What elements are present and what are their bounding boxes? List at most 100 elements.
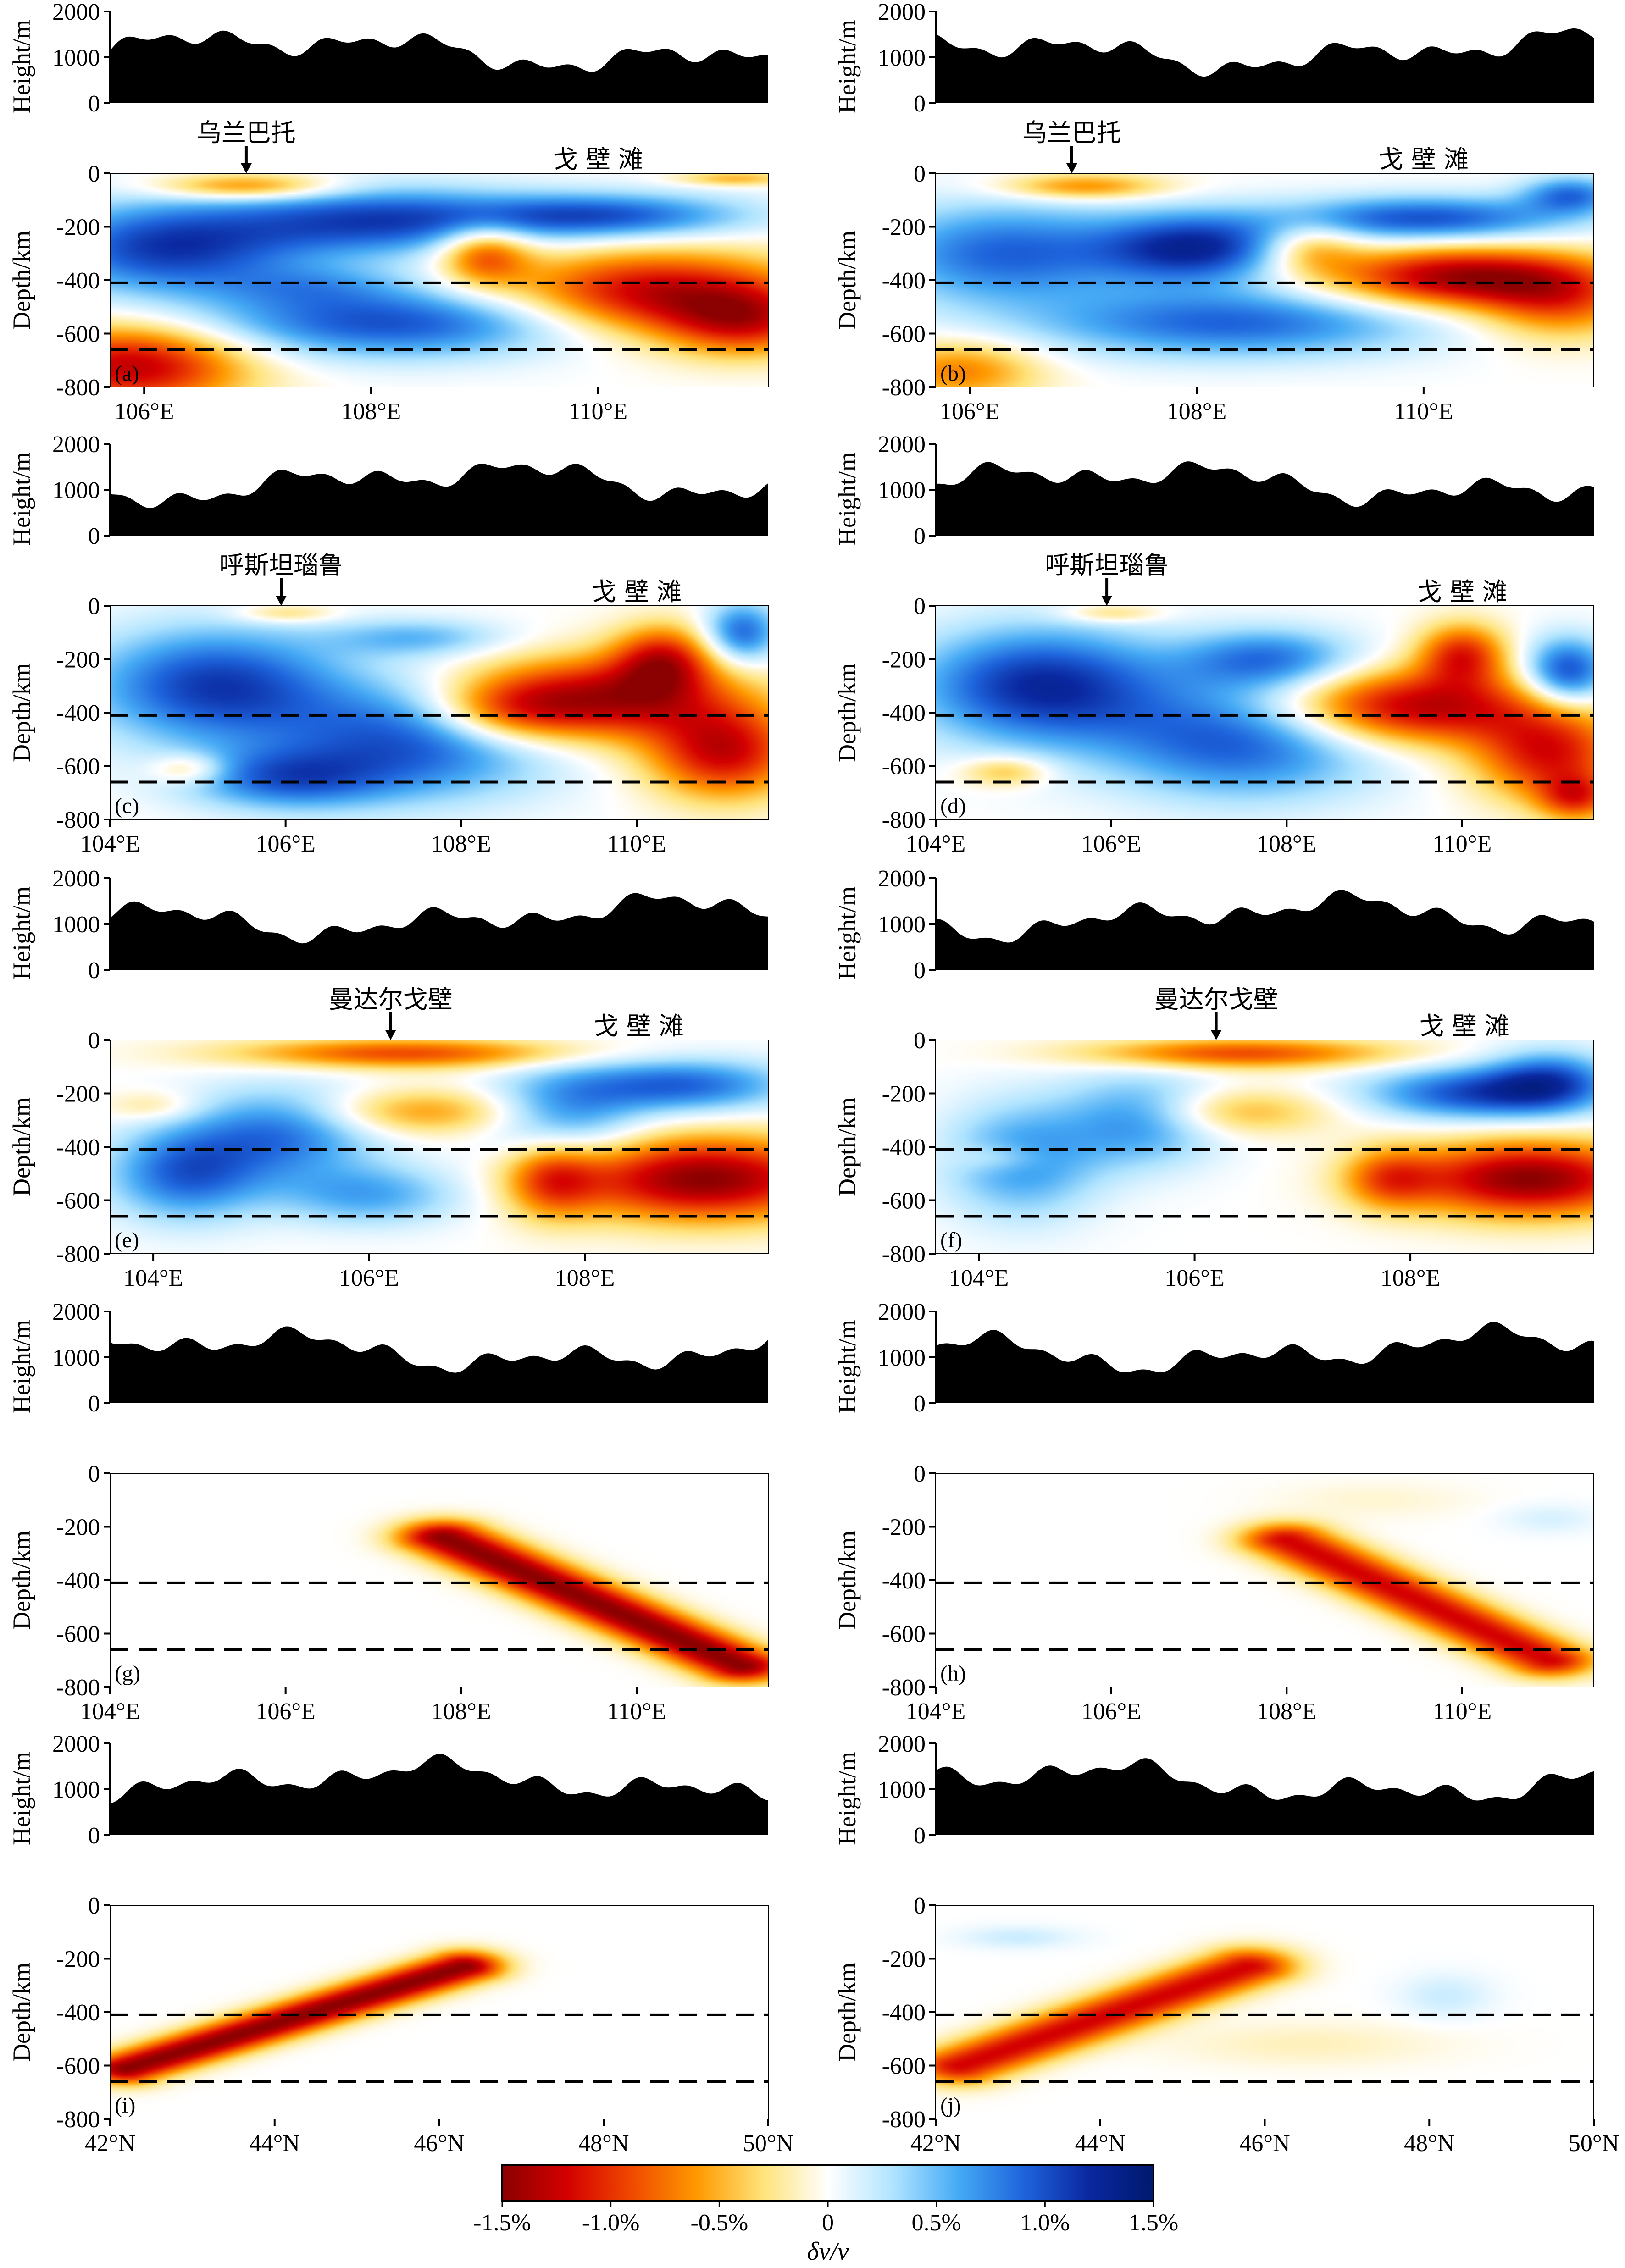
height-tick-label: 2000 bbox=[878, 0, 926, 25]
colorbar-tick-label: 1.5% bbox=[1129, 2210, 1178, 2236]
height-axis-label: Height/m bbox=[8, 20, 35, 113]
colorbar-label: δv/v bbox=[807, 2237, 849, 2266]
depth-tick-label: -800 bbox=[56, 1241, 100, 1267]
height-tick-label: 0 bbox=[88, 1823, 100, 1849]
depth-tick-label: -400 bbox=[882, 268, 926, 294]
panel-label: (b) bbox=[940, 361, 966, 386]
region-label: 戈 壁 滩 bbox=[594, 1012, 684, 1040]
x-tick-label: 44°N bbox=[250, 2130, 300, 2157]
depth-tick-label: -800 bbox=[56, 2107, 100, 2133]
panel-d: 2000 1000 0 Height/m 0 -200 -400 -600 -800 Depth/… bbox=[833, 431, 1594, 857]
height-tick-label: 1000 bbox=[52, 477, 100, 503]
x-tick-label: 108°E bbox=[1257, 831, 1317, 857]
height-axis-label: Height/m bbox=[833, 1752, 861, 1845]
depth-axis-label: Depth/km bbox=[8, 1097, 35, 1196]
velocity-heatmap bbox=[936, 606, 1594, 819]
panel-c: 2000 1000 0 Height/m 0 -200 -400 -600 -800 Depth/… bbox=[8, 431, 769, 857]
panel-label: (j) bbox=[940, 2093, 961, 2118]
height-axis-label: Height/m bbox=[833, 886, 861, 980]
height-axis-label: Height/m bbox=[8, 1320, 35, 1413]
panel-f: 2000 1000 0 Height/m 0 -200 -400 -600 -800 Depth/… bbox=[833, 866, 1594, 1291]
depth-tick-label: 0 bbox=[88, 1893, 100, 1919]
depth-tick-label: -400 bbox=[56, 700, 100, 726]
height-tick-label: 2000 bbox=[878, 1731, 926, 1757]
panel-label: (e) bbox=[115, 1228, 139, 1252]
depth-tick-label: -200 bbox=[882, 647, 926, 673]
x-tick-label: 46°N bbox=[1239, 2130, 1290, 2157]
elevation-profile bbox=[110, 893, 768, 970]
depth-tick-label: -200 bbox=[882, 1947, 926, 1973]
depth-axis-label: Depth/km bbox=[833, 1963, 861, 2062]
height-tick-label: 2000 bbox=[52, 0, 100, 25]
height-tick-label: 0 bbox=[914, 957, 926, 984]
depth-tick-label: 0 bbox=[88, 593, 100, 620]
depth-tick-label: -600 bbox=[882, 321, 926, 348]
height-tick-label: 1000 bbox=[878, 45, 926, 71]
x-tick-label: 44°N bbox=[1075, 2130, 1126, 2157]
depth-tick-label: -800 bbox=[56, 807, 100, 833]
depth-tick-label: 0 bbox=[914, 161, 926, 187]
depth-tick-label: -800 bbox=[882, 2107, 926, 2133]
depth-tick-label: -800 bbox=[882, 375, 926, 401]
depth-tick-label: -600 bbox=[56, 1188, 100, 1214]
depth-tick-label: -400 bbox=[56, 1134, 100, 1161]
depth-tick-label: -400 bbox=[882, 1134, 926, 1161]
place-label: 呼斯坦瑙鲁 bbox=[219, 551, 343, 580]
panel-label: (f) bbox=[940, 1228, 962, 1252]
depth-tick-label: -600 bbox=[882, 2053, 926, 2080]
velocity-heatmap bbox=[110, 1905, 768, 2119]
depth-axis-label: Depth/km bbox=[8, 1963, 35, 2062]
panel-h: 2000 1000 0 Height/m 0 -200 -400 -600 -800 Depth/… bbox=[833, 1299, 1594, 1725]
elevation-profile bbox=[110, 1754, 768, 1835]
x-tick-label: 110°E bbox=[1433, 1698, 1492, 1725]
panel-j: 2000 1000 0 Height/m 0 -200 -400 -600 -800 Depth/… bbox=[833, 1731, 1619, 2157]
depth-tick-label: -600 bbox=[882, 1621, 926, 1648]
velocity-heatmap bbox=[110, 606, 768, 819]
colorbar-tick-label: -1.0% bbox=[582, 2210, 640, 2236]
height-tick-label: 1000 bbox=[52, 912, 100, 938]
height-tick-label: 0 bbox=[914, 1823, 926, 1849]
depth-tick-label: -200 bbox=[56, 647, 100, 673]
panel-g: 2000 1000 0 Height/m 0 -200 -400 -600 -800 Depth/… bbox=[8, 1299, 769, 1725]
x-tick-label: 42°N bbox=[910, 2130, 961, 2157]
elevation-profile bbox=[936, 1322, 1594, 1403]
depth-tick-label: -600 bbox=[882, 754, 926, 780]
depth-tick-label: -600 bbox=[56, 2053, 100, 2080]
depth-axis-label: Depth/km bbox=[833, 1097, 861, 1196]
region-label: 戈 壁 滩 bbox=[1379, 145, 1469, 174]
elevation-profile bbox=[936, 28, 1594, 104]
depth-axis-label: Depth/km bbox=[833, 663, 861, 762]
depth-tick-label: -400 bbox=[882, 700, 926, 726]
depth-tick-label: -400 bbox=[56, 1568, 100, 1594]
x-tick-label: 108°E bbox=[1257, 1698, 1317, 1725]
region-label: 戈 壁 滩 bbox=[592, 577, 682, 606]
x-tick-label: 42°N bbox=[85, 2130, 135, 2157]
colorbar: -1.5% -1.0% -0.5% 0 0.5% 1.0% 1.5% δv/v bbox=[473, 2164, 1178, 2266]
x-tick-label: 48°N bbox=[1404, 2130, 1454, 2157]
x-tick-label: 106°E bbox=[255, 1698, 316, 1725]
place-arrow-head bbox=[240, 163, 252, 173]
height-tick-label: 1000 bbox=[878, 1345, 926, 1371]
place-label: 曼达尔戈壁 bbox=[329, 985, 453, 1014]
x-tick-label: 110°E bbox=[569, 398, 628, 425]
x-tick-label: 104°E bbox=[906, 831, 966, 857]
x-tick-label: 50°N bbox=[743, 2130, 793, 2157]
x-tick-label: 106°E bbox=[940, 398, 1000, 425]
depth-tick-label: -800 bbox=[882, 1675, 926, 1701]
depth-tick-label: -200 bbox=[882, 1515, 926, 1541]
place-label: 呼斯坦瑙鲁 bbox=[1045, 551, 1169, 580]
height-tick-label: 0 bbox=[88, 91, 100, 117]
x-tick-label: 48°N bbox=[578, 2130, 629, 2157]
height-tick-label: 2000 bbox=[878, 1299, 926, 1325]
x-tick-label: 104°E bbox=[80, 831, 140, 857]
place-arrow-head bbox=[276, 596, 287, 606]
colorbar-gradient bbox=[501, 2164, 1154, 2202]
elevation-profile bbox=[110, 464, 768, 536]
x-tick-label: 110°E bbox=[1394, 398, 1453, 425]
height-axis-label: Height/m bbox=[833, 20, 861, 113]
depth-axis-label: Depth/km bbox=[8, 663, 35, 762]
depth-axis-label: Depth/km bbox=[8, 1531, 35, 1630]
height-tick-label: 1000 bbox=[878, 477, 926, 503]
depth-tick-label: 0 bbox=[914, 1028, 926, 1054]
colorbar-tick-label: 0.5% bbox=[912, 2210, 961, 2236]
